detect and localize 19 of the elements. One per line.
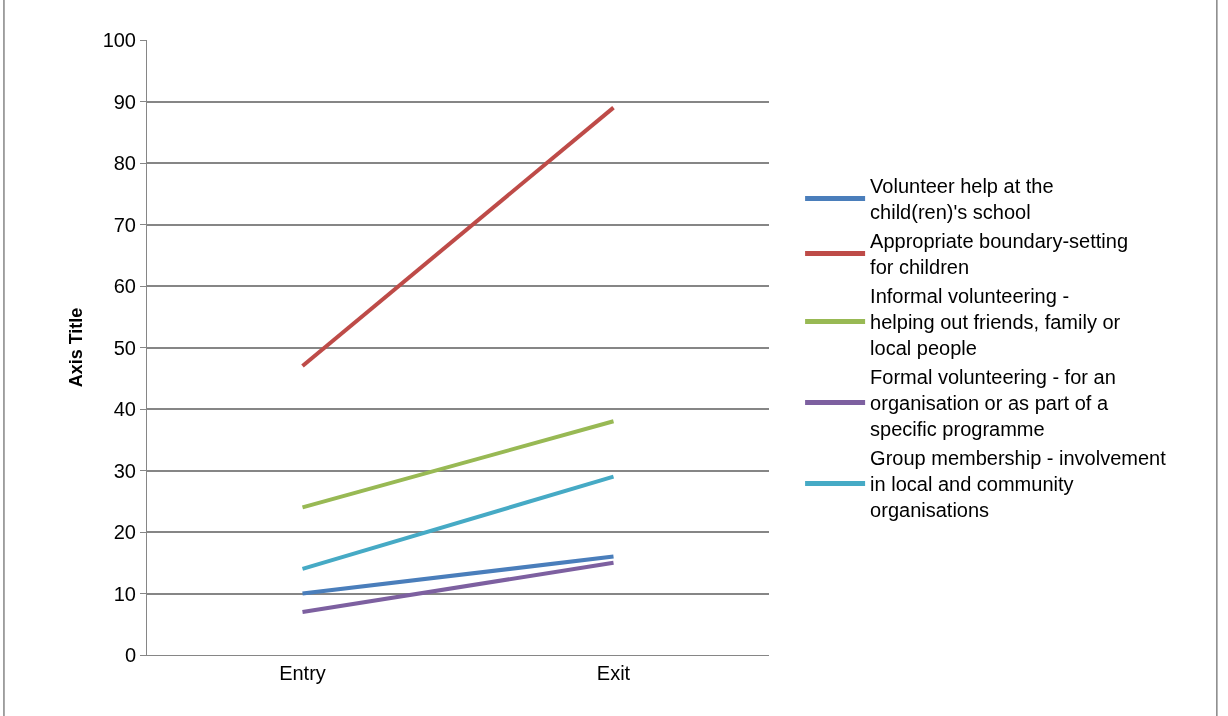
x-tick-label: Entry [279,662,326,684]
legend-label: Formal volunteering - for an organisation or as part of a specific programme [870,366,1116,441]
y-tick-label: 0 [124,644,136,666]
y-tick-label: 50 [113,336,136,359]
y-axis-title: Axis Title [65,307,86,388]
legend-label: Informal volunteering - helping out friends, family or local people [870,285,1121,360]
y-tick-label: 80 [113,152,136,174]
y-tick-label: 20 [113,521,136,543]
legend-label: Appropriate boundary-setting for children [870,230,1129,279]
y-tick-label: 10 [113,582,136,605]
y-tick-label: 100 [102,29,136,51]
y-tick-label: 40 [113,398,136,420]
y-tick-label: 60 [113,275,136,297]
y-tick-label: 30 [113,459,136,482]
y-tick-label: 70 [113,213,136,236]
legend-label: Group membership - involvement in local and community organisations [870,447,1167,522]
legend-label: Volunteer help at the child(ren)'s school [870,175,1054,224]
x-tick-label: Exit [596,662,631,684]
y-tick-label: 90 [113,90,136,113]
